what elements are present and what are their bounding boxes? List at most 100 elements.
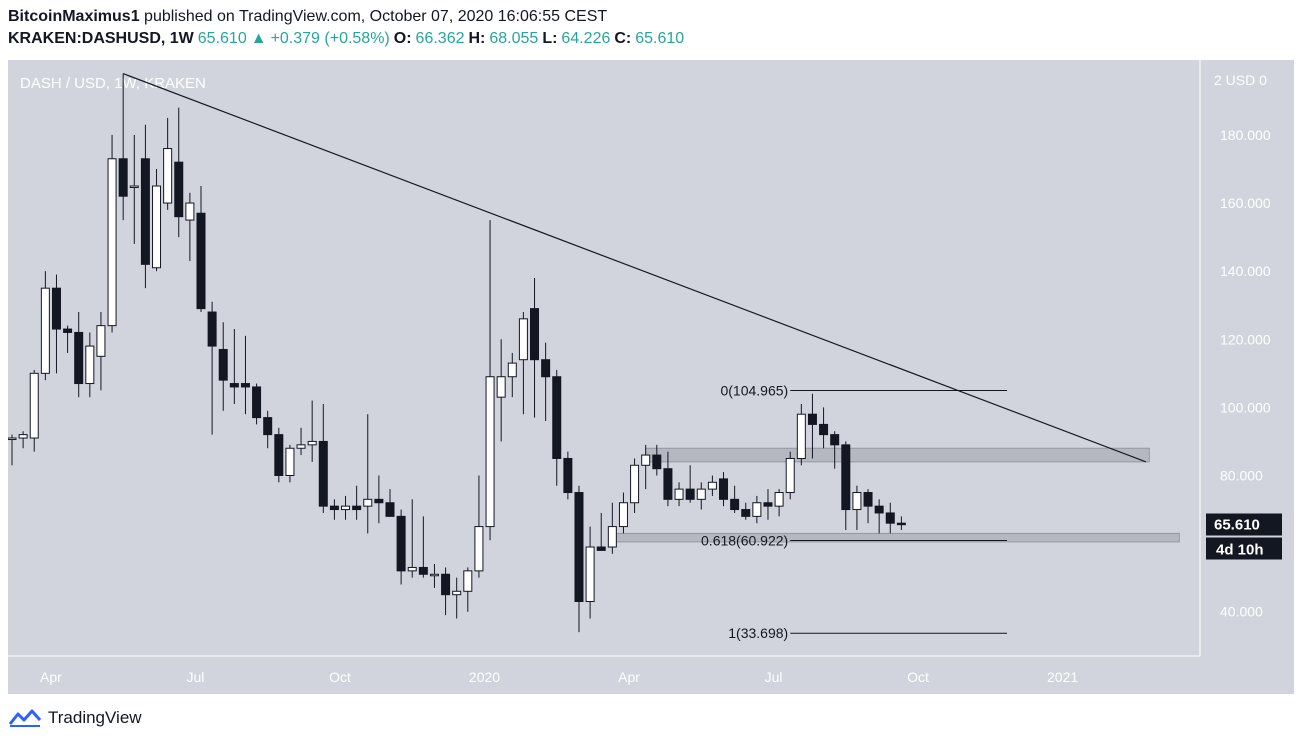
candle-body (18, 434, 28, 439)
candle-body (674, 488, 684, 500)
candle (152, 168, 162, 272)
candle (496, 339, 506, 442)
candle (229, 329, 239, 404)
candle-body (807, 413, 817, 425)
high-label: H: (468, 30, 486, 47)
time-tick-label: Oct (907, 669, 929, 685)
candle (29, 369, 39, 452)
candle-body (663, 468, 673, 500)
candle (574, 485, 584, 633)
candle (441, 567, 451, 616)
candle-body (207, 311, 217, 347)
candle (274, 427, 284, 483)
candle-body (463, 570, 473, 592)
candle-body (474, 526, 484, 572)
candle-body (885, 512, 895, 524)
candle-body (763, 502, 773, 507)
candle-body (552, 376, 562, 459)
open-value: 66.362 (415, 30, 465, 47)
candle (607, 502, 617, 554)
candle-body (96, 325, 106, 357)
open-label: O: (393, 30, 412, 47)
candle (663, 451, 673, 507)
candle-body (874, 505, 884, 514)
price-change: +0.379 (+0.58%) (270, 30, 390, 47)
last-price: 65.610 (197, 30, 247, 47)
price-tick-label: 100.000 (1220, 399, 1271, 415)
publish-line: BitcoinMaximus1 published on TradingView… (8, 6, 684, 28)
tradingview-logo[interactable]: TradingView (8, 708, 142, 728)
candle-body (707, 481, 717, 490)
candle-body (396, 515, 406, 572)
candle (796, 403, 806, 466)
candle-body (741, 509, 751, 517)
candle-body (240, 383, 250, 388)
close-label: C: (614, 30, 632, 47)
candle (785, 451, 795, 500)
high-value: 68.055 (489, 30, 539, 47)
candle-body (296, 444, 306, 449)
fib-level-label: 0(104.965) (720, 382, 788, 398)
descending-trendline (122, 73, 1147, 463)
candle (40, 271, 50, 381)
candle-body (518, 318, 528, 361)
price-tick-label: 40.000 (1220, 604, 1263, 620)
candle (596, 512, 606, 551)
candle (185, 192, 195, 261)
time-tick-label: Apr (618, 669, 640, 685)
candle (352, 485, 362, 520)
candle-body (51, 287, 61, 330)
candle-body (574, 492, 584, 603)
candle (107, 134, 117, 333)
candle (463, 567, 473, 612)
candle (329, 499, 339, 520)
candle (485, 220, 495, 541)
candle (830, 431, 840, 469)
candle-body (218, 348, 228, 381)
candle (207, 301, 217, 435)
candle (518, 312, 528, 415)
price-tick-label: 140.000 (1220, 263, 1271, 279)
price-chart[interactable]: DASH / USD, 1W, KRAKEN 0(104.965) 0.618(60… (7, 60, 1294, 694)
candle (163, 117, 173, 210)
candle-body (796, 413, 806, 459)
candle (618, 492, 628, 534)
candle (719, 472, 729, 507)
candle-body (863, 492, 873, 507)
candle (429, 564, 439, 588)
candle-body (785, 457, 795, 494)
candle-body (563, 457, 573, 494)
candle (741, 502, 751, 520)
candle-body (163, 148, 173, 204)
candle-body (118, 158, 128, 197)
time-tick-label: 2021 (1047, 669, 1078, 685)
candle-body (641, 454, 651, 466)
candle (341, 495, 351, 520)
candle (129, 134, 139, 244)
candle-body (830, 434, 840, 446)
candle (674, 482, 684, 507)
candle (585, 526, 595, 619)
chart-area[interactable]: DASH / USD, 1W, KRAKEN 0(104.965) 0.618(60… (7, 60, 1294, 694)
candle-body (341, 505, 351, 511)
candle-body (307, 440, 317, 446)
candle (807, 393, 817, 459)
candle-body (852, 492, 862, 511)
candle-body (196, 212, 206, 310)
countdown-tag-label: 4d 10h (1216, 542, 1264, 559)
candle-body (896, 522, 906, 526)
candle (118, 73, 128, 221)
candle-body (318, 440, 328, 507)
candle-body (541, 359, 551, 378)
candle-body (507, 362, 517, 378)
candle-body (229, 383, 239, 388)
candle (752, 495, 762, 524)
candle (407, 499, 417, 578)
candle-body (352, 505, 362, 511)
candle (452, 577, 462, 619)
author-name[interactable]: BitcoinMaximus1 (8, 8, 140, 25)
candle-body (40, 287, 50, 374)
candle-body (774, 492, 784, 507)
price-tick-label: 120.000 (1220, 331, 1271, 347)
candle (252, 383, 262, 425)
